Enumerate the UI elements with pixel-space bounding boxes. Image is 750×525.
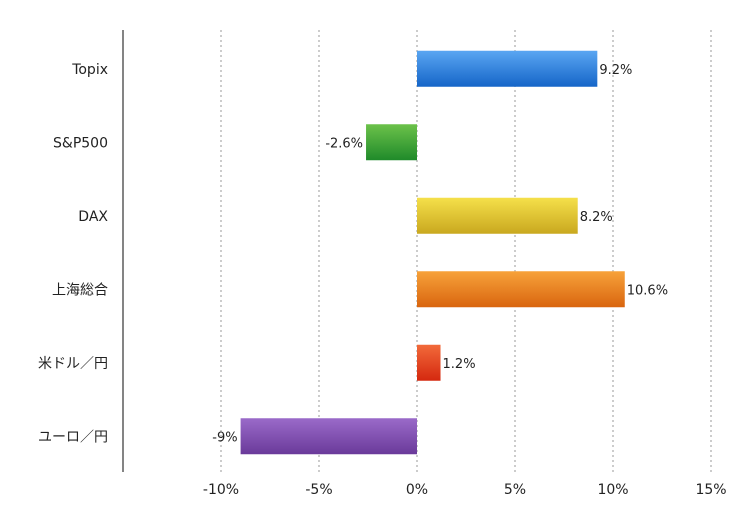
category-label: S&P500 — [53, 135, 108, 151]
x-tick-label: 10% — [597, 482, 628, 498]
category-label: 米ドル／円 — [38, 356, 108, 372]
bar-3 — [417, 271, 625, 308]
x-tick-label: -5% — [305, 482, 332, 498]
category-label: Topix — [71, 62, 108, 78]
x-tick-label: 5% — [504, 482, 526, 498]
bar-4 — [417, 344, 441, 381]
bar-1 — [366, 124, 417, 161]
data-label: -2.6% — [325, 136, 363, 151]
x-tick-label: -10% — [203, 482, 239, 498]
x-tick-label: 0% — [406, 482, 428, 498]
category-label: DAX — [78, 209, 108, 225]
data-labels: 9.2% -2.6% 8.2% 10.6% 1.2% -9% — [212, 63, 668, 446]
data-label: 9.2% — [599, 63, 632, 78]
bar-2 — [417, 197, 578, 234]
bars — [240, 50, 625, 455]
data-label: 10.6% — [627, 283, 668, 298]
x-tick-label: 15% — [695, 482, 726, 498]
bar-5 — [240, 418, 417, 455]
data-label: 8.2% — [580, 210, 613, 225]
bar-0 — [417, 50, 598, 87]
category-label: ユーロ／円 — [38, 429, 108, 445]
data-label: 1.2% — [443, 357, 476, 372]
category-label: 上海総合 — [52, 282, 108, 298]
data-label: -9% — [212, 430, 237, 445]
grid-lines — [220, 30, 712, 472]
x-tick-labels: -10% -5% 0% 5% 10% 15% — [203, 482, 727, 498]
